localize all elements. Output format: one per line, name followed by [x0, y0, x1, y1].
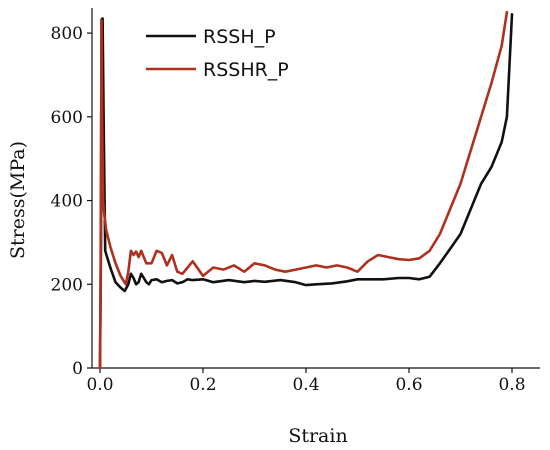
y-axis-title: Stress(MPa) — [7, 141, 29, 259]
x-axis-title: Strain — [288, 425, 347, 447]
y-tick-label: 200 — [51, 275, 83, 295]
legend-label: RSSH_P — [203, 26, 276, 48]
x-axis-ticks: 0.0 0.2 0.4 0.6 0.8 — [86, 368, 526, 395]
x-tick-label: 0.4 — [292, 375, 319, 395]
y-axis-ticks: 0 200 400 600 800 — [51, 24, 92, 379]
legend-label: RSSHR_P — [203, 59, 289, 81]
series-line-rsshr-p — [98, 10, 509, 370]
series-line-rssh-p — [98, 13, 514, 370]
x-tick-label: 0.0 — [86, 375, 113, 395]
y-tick-label: 600 — [51, 108, 83, 128]
y-tick-label: 0 — [72, 359, 83, 379]
legend: RSSH_P RSSHR_P — [146, 26, 289, 81]
y-tick-label: 400 — [51, 192, 83, 212]
series-layer — [98, 10, 514, 370]
x-tick-label: 0.2 — [189, 375, 216, 395]
y-tick-label: 800 — [51, 24, 83, 44]
axes-frame — [91, 8, 540, 369]
x-tick-label: 0.6 — [395, 375, 422, 395]
x-tick-label: 0.8 — [498, 375, 525, 395]
